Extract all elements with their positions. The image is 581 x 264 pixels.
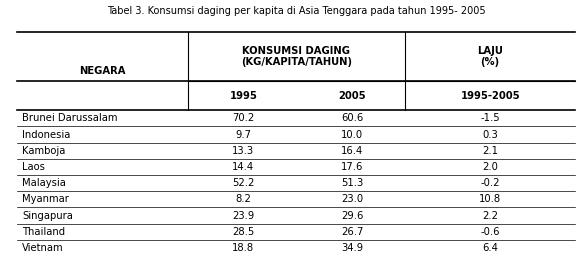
Text: 17.6: 17.6 [341,162,363,172]
Text: -0.2: -0.2 [480,178,500,188]
Text: 29.6: 29.6 [341,211,363,220]
Text: 18.8: 18.8 [232,243,254,253]
Text: 9.7: 9.7 [235,130,252,140]
Text: Laos: Laos [22,162,45,172]
Text: Kamboja: Kamboja [22,146,66,156]
Text: 0.3: 0.3 [482,130,498,140]
Text: 23.0: 23.0 [341,194,363,204]
Text: 10.0: 10.0 [341,130,363,140]
Text: 1995: 1995 [229,91,257,101]
Text: 14.4: 14.4 [232,162,254,172]
Text: NEGARA: NEGARA [79,66,125,76]
Text: 6.4: 6.4 [482,243,498,253]
Text: 2005: 2005 [338,91,366,101]
Text: 28.5: 28.5 [232,227,254,237]
Text: 52.2: 52.2 [232,178,254,188]
Text: 60.6: 60.6 [341,113,363,123]
Text: 70.2: 70.2 [232,113,254,123]
Text: 1995-2005: 1995-2005 [460,91,520,101]
Text: 51.3: 51.3 [341,178,363,188]
Text: 16.4: 16.4 [341,146,363,156]
Text: Malaysia: Malaysia [22,178,66,188]
Text: 2.0: 2.0 [482,162,498,172]
Text: 26.7: 26.7 [341,227,363,237]
Text: -1.5: -1.5 [480,113,500,123]
Text: 10.8: 10.8 [479,194,501,204]
Text: Thailand: Thailand [22,227,65,237]
Text: Myanmar: Myanmar [22,194,69,204]
Text: LAJU
(%): LAJU (%) [477,46,503,67]
Text: 8.2: 8.2 [235,194,251,204]
Text: -0.6: -0.6 [480,227,500,237]
Text: 34.9: 34.9 [341,243,363,253]
Text: KONSUMSI DAGING
(KG/KAPITA/TAHUN): KONSUMSI DAGING (KG/KAPITA/TAHUN) [241,46,352,67]
Text: Tabel 3. Konsumsi daging per kapita di Asia Tenggara pada tahun 1995- 2005: Tabel 3. Konsumsi daging per kapita di A… [107,6,486,16]
Text: 13.3: 13.3 [232,146,254,156]
Text: 23.9: 23.9 [232,211,254,220]
Text: 2.1: 2.1 [482,146,498,156]
Text: 2.2: 2.2 [482,211,498,220]
Text: Brunei Darussalam: Brunei Darussalam [22,113,117,123]
Text: Vietnam: Vietnam [22,243,64,253]
Text: Indonesia: Indonesia [22,130,70,140]
Text: Singapura: Singapura [22,211,73,220]
